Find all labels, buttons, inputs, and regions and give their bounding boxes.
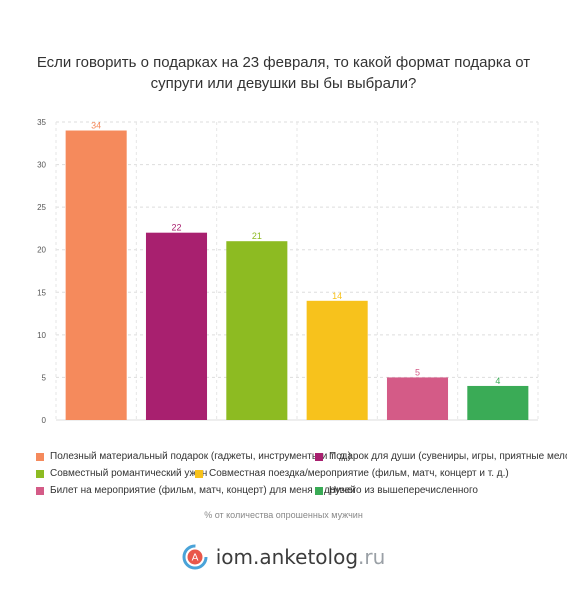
chart-note: % от количества опрошенных мужчин [204, 510, 363, 520]
legend-swatch [36, 452, 44, 461]
legend-item: Совместная поездка/мероприятие (фильм, м… [195, 468, 509, 479]
legend-row: Полезный материальный подарок (гаджеты, … [36, 448, 567, 465]
legend-row: Совместный романтический ужин Совместная… [36, 465, 556, 482]
bar [386, 377, 449, 420]
brand-name: iom.anketolog.ru [216, 545, 386, 569]
y-tick-label: 25 [37, 203, 46, 212]
legend-item: Билет на мероприятие (фильм, матч, конце… [36, 485, 356, 496]
bar [306, 300, 368, 420]
legend-label: Полезный материальный подарок (гаджеты, … [50, 451, 352, 462]
bar-value-label: 5 [415, 367, 420, 377]
brand-tld: .ru [358, 545, 386, 569]
chart-legend: Полезный материальный подарок (гаджеты, … [36, 448, 567, 499]
y-tick-label: 15 [37, 288, 46, 297]
brand-domain: iom.anketolog [215, 545, 359, 569]
anketolog-logo-icon: A [182, 544, 208, 570]
bar-value-label: 21 [252, 231, 262, 241]
bar [65, 130, 127, 420]
bar-chart: 0 5 10 15 20 25 30 35 34 22 21 14 5 4 [37, 118, 539, 425]
legend-label: Билет на мероприятие (фильм, матч, конце… [50, 485, 356, 496]
legend-item: Полезный материальный подарок (гаджеты, … [36, 451, 351, 462]
bar [467, 385, 529, 420]
y-tick-label: 20 [37, 246, 46, 255]
legend-swatch [315, 486, 323, 495]
bar-value-label: 22 [171, 223, 181, 233]
legend-swatch [195, 469, 203, 478]
chart-title: Если говорить о подарках на 23 февраля, … [36, 54, 531, 92]
brand-footer[interactable]: A iom.anketolog.ru [0, 544, 567, 570]
bar [145, 232, 208, 420]
logo-letter: A [191, 553, 198, 564]
y-tick-label: 10 [37, 331, 46, 340]
bar-value-label: 4 [495, 376, 500, 386]
legend-label: Ничего из вышеперечисленного [329, 485, 478, 496]
y-tick-label: 30 [37, 161, 46, 170]
legend-item: Совместный романтический ужин [36, 468, 207, 479]
legend-item: Подарок для души (сувениры, игры, приятн… [315, 451, 567, 462]
y-tick-label: 5 [42, 373, 47, 382]
legend-label: Подарок для души (сувениры, игры, приятн… [329, 451, 567, 462]
legend-item: Ничего из вышеперечисленного [315, 485, 478, 496]
y-tick-label: 35 [37, 118, 46, 127]
legend-swatch [36, 486, 44, 495]
legend-swatch [315, 452, 323, 461]
legend-row: Билет на мероприятие (фильм, матч, конце… [36, 482, 556, 499]
bar-value-label: 14 [332, 291, 342, 301]
bar [226, 241, 288, 420]
legend-label: Совместный романтический ужин [50, 468, 208, 479]
legend-swatch [36, 469, 44, 478]
bar-value-label: 34 [91, 121, 101, 131]
y-tick-label: 0 [42, 416, 47, 425]
legend-label: Совместная поездка/мероприятие (фильм, м… [209, 468, 509, 479]
